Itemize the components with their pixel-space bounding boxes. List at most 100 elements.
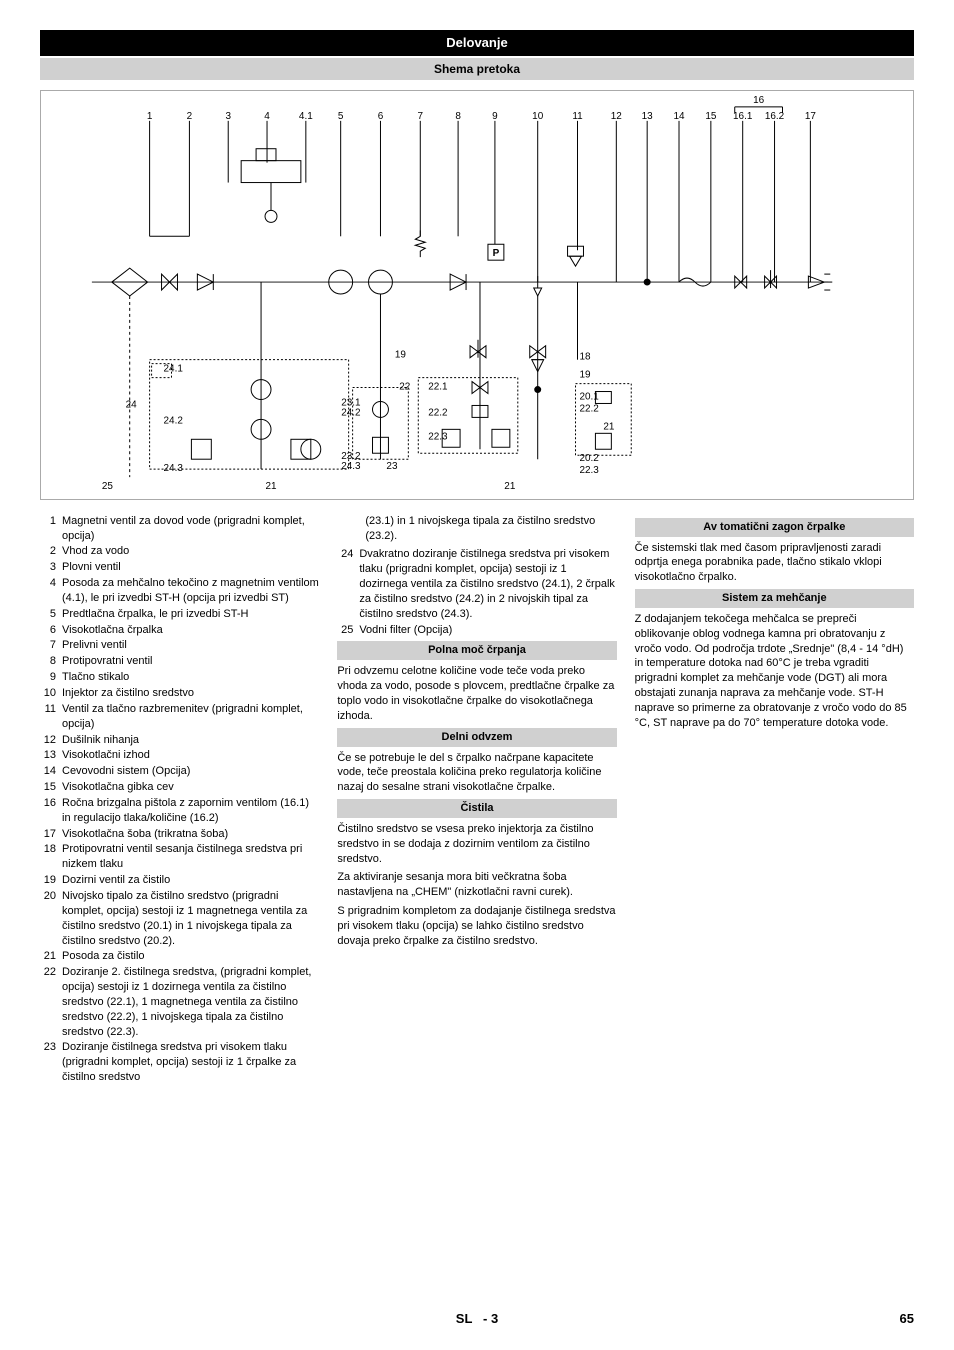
svg-text:21: 21: [603, 421, 615, 432]
section-body: Čistilno sredstvo se vsesa preko injekto…: [337, 822, 616, 867]
svg-text:12: 12: [611, 111, 623, 122]
legend-text: Posoda za čistilo: [62, 949, 319, 964]
legend-num: 23: [40, 1040, 62, 1085]
column-2: (23.1) in 1 nivojskega tipala za čistiln…: [337, 514, 616, 1086]
svg-text:1: 1: [147, 111, 153, 122]
section-body: Če se potrebuje le del s črpalko načrpan…: [337, 751, 616, 796]
legend-item: 21Posoda za čistilo: [40, 949, 319, 964]
legend-text: Doziranje čistilnega sredstva pri visoke…: [62, 1040, 319, 1085]
footer-lang: SL: [456, 1311, 472, 1326]
legend-list-2: 24Dvakratno doziranje čistilnega sredstv…: [337, 547, 616, 637]
legend-num: 25: [337, 623, 359, 638]
legend-text: Dvakratno doziranje čistilnega sredstva …: [359, 547, 616, 621]
svg-text:20.2: 20.2: [579, 453, 599, 464]
legend-text: Cevovodni sistem (Opcija): [62, 764, 319, 779]
legend-num: 10: [40, 686, 62, 701]
svg-text:5: 5: [338, 111, 344, 122]
svg-text:24: 24: [126, 399, 138, 410]
legend-text: Plovni ventil: [62, 560, 319, 575]
column-1: 1Magnetni ventil za dovod vode (prigradn…: [40, 514, 319, 1086]
legend-num: 12: [40, 733, 62, 748]
legend-text: Prelivni ventil: [62, 638, 319, 653]
svg-text:19: 19: [579, 369, 591, 380]
legend-text: Dozirni ventil za čistilo: [62, 873, 319, 888]
legend-item: 10Injektor za čistilno sredstvo: [40, 686, 319, 701]
svg-text:21: 21: [265, 481, 277, 492]
legend-text: Visokotlačna gibka cev: [62, 780, 319, 795]
svg-text:18: 18: [579, 351, 591, 362]
legend-item: 14Cevovodni sistem (Opcija): [40, 764, 319, 779]
text-columns: 1Magnetni ventil za dovod vode (prigradn…: [40, 514, 914, 1086]
legend-num: 5: [40, 607, 62, 622]
section-body: Za aktiviranje sesanja mora biti večkrat…: [337, 870, 616, 900]
svg-text:25: 25: [102, 481, 114, 492]
legend-num: 3: [40, 560, 62, 575]
legend-item: 15Visokotlačna gibka cev: [40, 780, 319, 795]
subtitle: Shema pretoka: [40, 58, 914, 80]
legend-item: 8Protipovratni ventil: [40, 654, 319, 669]
section-body: Pri odvzemu celotne količine vode teče v…: [337, 664, 616, 723]
legend-num: 22: [40, 965, 62, 1039]
section-title: Polna moč črpanja: [337, 641, 616, 660]
legend-item: 22Doziranje 2. čistilnega sredstva, (pri…: [40, 965, 319, 1039]
legend-num: 16: [40, 796, 62, 826]
legend-text: Magnetni ventil za dovod vode (prigradni…: [62, 514, 319, 544]
svg-text:22.1: 22.1: [428, 381, 448, 392]
col2-continuation: (23.1) in 1 nivojskega tipala za čistiln…: [337, 514, 616, 544]
svg-text:21: 21: [504, 481, 516, 492]
sections-col2: Polna moč črpanja Pri odvzemu celotne kol…: [337, 641, 616, 948]
section-title: Av tomatični zagon črpalke: [635, 518, 914, 537]
legend-num: 7: [40, 638, 62, 653]
legend-num: 13: [40, 748, 62, 763]
legend-item: 25Vodni filter (Opcija): [337, 623, 616, 638]
legend-num: 18: [40, 842, 62, 872]
legend-text: Nivojsko tipalo za čistilno sredstvo (pr…: [62, 889, 319, 948]
legend-num: 21: [40, 949, 62, 964]
section-title: Čistila: [337, 799, 616, 818]
legend-text: Vhod za vodo: [62, 544, 319, 559]
legend-text: Visokotlačna šoba (trikratna šoba): [62, 827, 319, 842]
legend-text: Ročna brizgalna pištola z zapornim venti…: [62, 796, 319, 826]
svg-text:16.1: 16.1: [733, 111, 753, 122]
svg-text:24.3: 24.3: [164, 463, 184, 474]
svg-text:20.1: 20.1: [579, 391, 599, 402]
legend-text: Dušilnik nihanja: [62, 733, 319, 748]
section-title: Sistem za mehčanje: [635, 589, 914, 608]
svg-text:16.2: 16.2: [765, 111, 785, 122]
svg-text:23: 23: [386, 461, 398, 472]
legend-text: Tlačno stikalo: [62, 670, 319, 685]
svg-text:19: 19: [395, 349, 407, 360]
column-3: Av tomatični zagon črpalke Če sistemski t…: [635, 514, 914, 1086]
footer-page: 3: [491, 1311, 498, 1326]
legend-num: 15: [40, 780, 62, 795]
svg-text:22.2: 22.2: [428, 407, 448, 418]
legend-item: 2Vhod za vodo: [40, 544, 319, 559]
svg-text:17: 17: [805, 111, 817, 122]
svg-text:22.3: 22.3: [428, 431, 448, 442]
legend-num: 14: [40, 764, 62, 779]
sections-col3: Av tomatični zagon črpalke Če sistemski t…: [635, 518, 914, 731]
svg-text:11: 11: [572, 111, 583, 122]
legend-num: 6: [40, 623, 62, 638]
legend-item: 5Predtlačna črpalka, le pri izvedbi ST-H: [40, 607, 319, 622]
diagram-svg: 16 1 2 3 4 4.1 5 6 7 8 9 10 11 12 13 14 …: [41, 91, 913, 499]
page-title: Delovanje: [40, 30, 914, 56]
svg-text:4: 4: [264, 111, 270, 122]
footer-total: 65: [874, 1310, 914, 1328]
legend-text: Visokotlačna črpalka: [62, 623, 319, 638]
svg-text:24.1: 24.1: [164, 363, 184, 374]
legend-item: 9Tlačno stikalo: [40, 670, 319, 685]
svg-text:24.3: 24.3: [341, 461, 361, 472]
legend-item: 12Dušilnik nihanja: [40, 733, 319, 748]
svg-text:9: 9: [492, 111, 498, 122]
section-body: Z dodajanjem tekočega mehčalca se prepre…: [635, 612, 914, 731]
section-body: Če sistemski tlak med časom pripravljeno…: [635, 541, 914, 586]
legend-item: 20Nivojsko tipalo za čistilno sredstvo (…: [40, 889, 319, 948]
section-title: Delni odvzem: [337, 728, 616, 747]
legend-text: Protipovratni ventil: [62, 654, 319, 669]
legend-item: 23Doziranje čistilnega sredstva pri viso…: [40, 1040, 319, 1085]
svg-text:22: 22: [399, 381, 411, 392]
legend-item: 17Visokotlačna šoba (trikratna šoba): [40, 827, 319, 842]
legend-item: 6Visokotlačna črpalka: [40, 623, 319, 638]
svg-text:10: 10: [532, 111, 544, 122]
